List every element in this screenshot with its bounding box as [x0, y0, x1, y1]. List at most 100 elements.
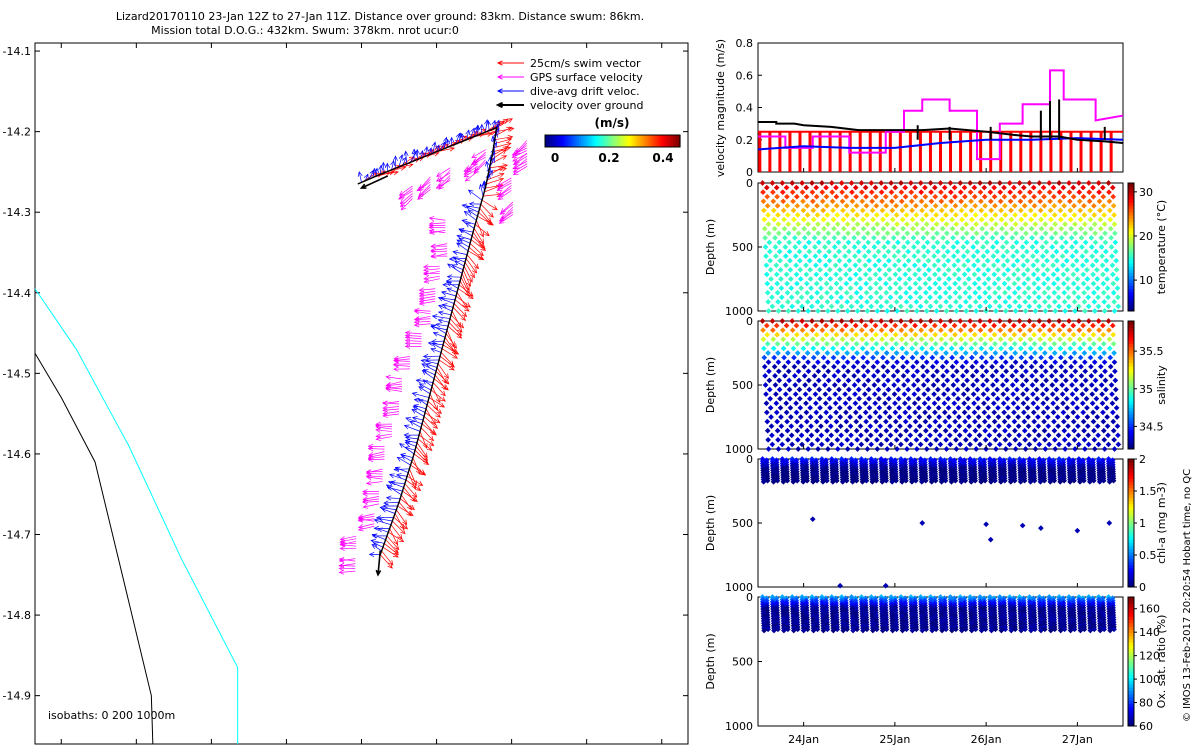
salinity-point	[1001, 409, 1007, 416]
temperature-point	[947, 294, 953, 301]
temperature-point	[809, 180, 815, 186]
drift-vector-head	[427, 341, 434, 346]
salinity-point	[825, 368, 832, 375]
temperature-point	[1039, 244, 1046, 250]
temperature-point	[925, 248, 931, 255]
salinity-point	[786, 377, 792, 384]
temperature-point	[1017, 189, 1023, 195]
salinity-point	[842, 391, 848, 397]
salinity-point	[930, 373, 937, 379]
swim-vector-head	[393, 539, 398, 546]
gps-vector	[339, 565, 356, 567]
salinity-point	[950, 382, 957, 388]
temperature-point	[1016, 303, 1023, 310]
swim-vector-head	[435, 412, 441, 418]
swim-vector-head	[440, 390, 446, 397]
temperature-point	[922, 184, 928, 191]
salinity-point	[804, 341, 811, 347]
temperature-point	[1072, 239, 1079, 246]
temperature-point	[764, 193, 771, 200]
salinity-point	[960, 382, 967, 388]
salinity-point	[773, 400, 780, 407]
temperature-point	[886, 267, 893, 273]
temperature-point	[873, 280, 879, 287]
salinity-point	[970, 382, 976, 388]
gps-vector	[423, 268, 440, 271]
salinity-point	[1060, 409, 1067, 416]
temperature-point	[1054, 257, 1060, 264]
chla-colorbar-tick-label: 2	[1139, 453, 1146, 466]
chla-colorbar-tick-label: 1.5	[1139, 485, 1157, 498]
salinity-point	[855, 377, 862, 384]
chla-colorbar-cell	[1128, 497, 1134, 502]
salinity-point	[822, 382, 828, 388]
salinity-point	[959, 354, 965, 361]
salinity-point	[798, 423, 804, 429]
swim-vector	[496, 118, 513, 128]
salinity-point	[824, 437, 831, 443]
temperature-point	[774, 193, 780, 200]
temperature-point	[847, 285, 854, 291]
salinity-point	[814, 350, 821, 356]
salinity-point	[992, 427, 998, 434]
temperature-point	[903, 289, 909, 296]
temperature-point	[762, 235, 768, 241]
salinity-point	[949, 363, 956, 370]
map-colorbar-cell	[619, 135, 623, 147]
temperature-point	[923, 212, 930, 218]
swim-vector-head	[508, 126, 515, 132]
temperature-point	[1011, 203, 1018, 209]
temperature-point	[961, 271, 968, 278]
temperature-point	[893, 203, 899, 209]
temperature-point	[917, 303, 924, 310]
gps-vector	[424, 278, 440, 283]
salinity-point	[1030, 400, 1037, 407]
temperature-point	[999, 244, 1006, 250]
temperature-colorbar-cell	[1128, 263, 1134, 267]
temperature-point	[835, 230, 841, 237]
swim-vector-head	[415, 485, 422, 491]
salinity-point	[873, 350, 880, 356]
salinity-point	[860, 354, 866, 361]
temperature-point	[902, 280, 909, 287]
salinity-point	[770, 345, 777, 352]
gps-vector	[368, 458, 385, 461]
salinity-point	[784, 418, 790, 425]
temperature-point	[815, 308, 821, 314]
salinity-point	[906, 414, 913, 420]
temperature-point	[1061, 280, 1067, 287]
temperature-point	[1081, 203, 1087, 209]
salinity-point	[1050, 409, 1057, 416]
salinity-point	[854, 350, 860, 356]
temperature-point	[920, 225, 926, 232]
temperature-point	[846, 257, 853, 264]
map-colorbar-cell	[662, 135, 665, 147]
temperature-point	[1071, 203, 1077, 209]
temperature-colorbar-tick-label: 20	[1139, 230, 1153, 243]
temperature-point	[774, 289, 781, 296]
salinity-point	[861, 373, 867, 379]
temperature-point	[911, 253, 918, 259]
temperature-point	[952, 203, 959, 209]
salinity-point	[961, 409, 968, 416]
temperature-point	[960, 253, 967, 259]
temperature-point	[970, 253, 977, 259]
drift-vector	[484, 119, 488, 133]
salinity-point	[957, 318, 964, 324]
swim-vector-head	[506, 137, 513, 143]
salinity-point	[1084, 405, 1090, 411]
salinity-point	[803, 400, 809, 407]
temperature-point	[963, 299, 969, 305]
salinity-point	[963, 368, 970, 375]
salinity-point	[1002, 341, 1008, 347]
salinity-point	[864, 368, 871, 375]
map-panel: 145.6145.7145.8145.9146146.1146.2146.314…	[3, 42, 689, 745]
salinity-point	[978, 345, 985, 352]
salinity-point	[913, 350, 920, 356]
salinity-point	[1107, 345, 1113, 352]
temperature-point	[1076, 180, 1082, 186]
salinity-point	[1032, 437, 1038, 443]
gps-vector	[498, 190, 512, 200]
swim-vector-head	[506, 126, 512, 132]
oxygen-y-label: Depth (m)	[704, 633, 717, 689]
